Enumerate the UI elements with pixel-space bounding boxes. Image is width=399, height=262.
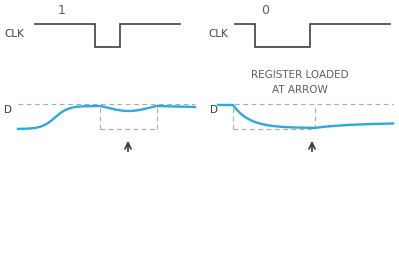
Text: 1: 1 xyxy=(58,4,66,17)
Text: D: D xyxy=(4,105,12,115)
Text: REGISTER LOADED
AT ARROW: REGISTER LOADED AT ARROW xyxy=(251,70,349,95)
Text: 0: 0 xyxy=(261,4,269,17)
Text: D: D xyxy=(210,105,218,115)
Text: CLK: CLK xyxy=(4,29,24,39)
Text: CLK: CLK xyxy=(208,29,228,39)
